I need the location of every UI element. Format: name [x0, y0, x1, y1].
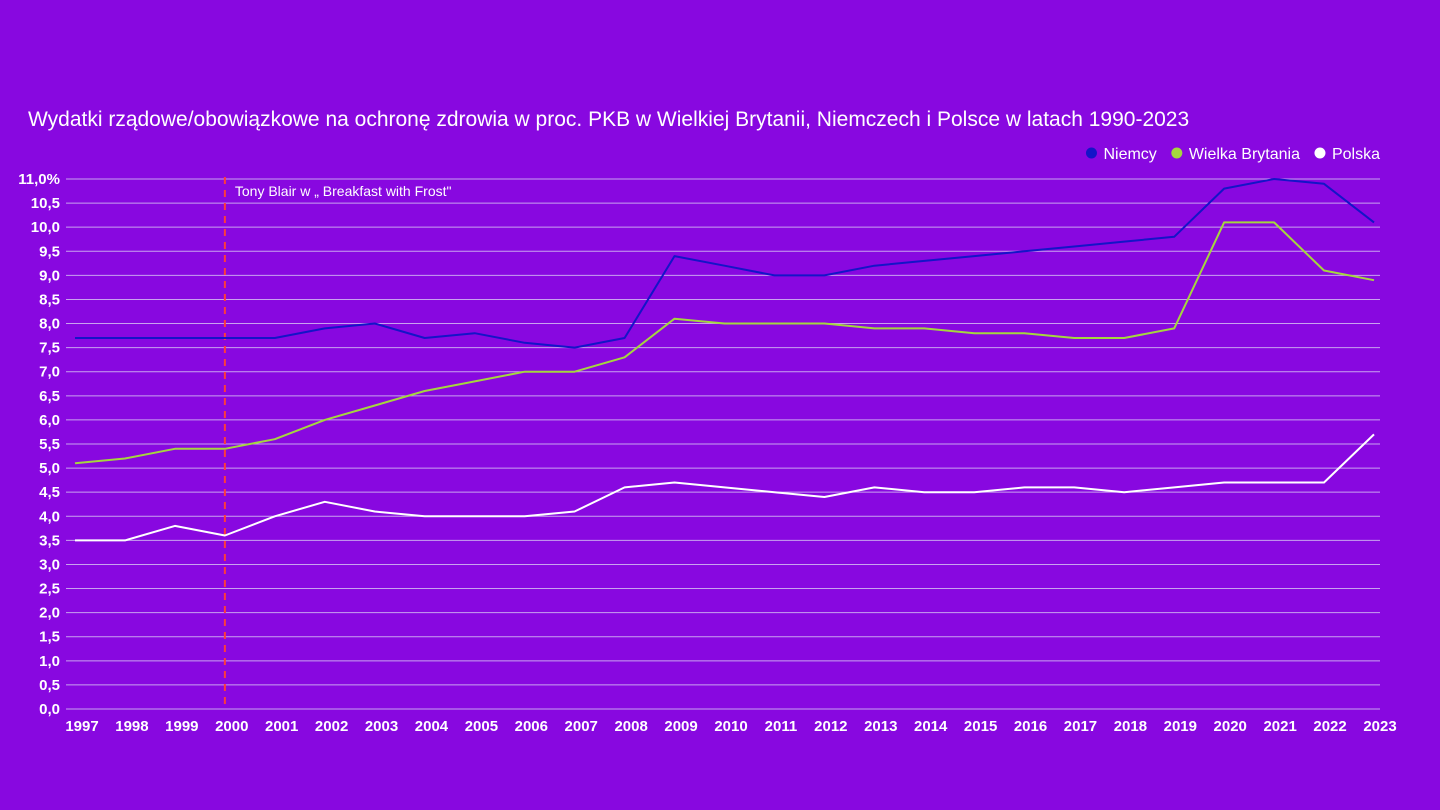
x-tick-label: 2014: [914, 718, 948, 735]
x-tick-label: 1998: [115, 718, 148, 735]
x-tick-label: 1997: [65, 718, 98, 735]
x-tick-label: 2001: [265, 718, 298, 735]
legend-marker: [1171, 147, 1183, 159]
y-tick-label: 7,0: [39, 364, 60, 381]
gridlines: [66, 178, 1380, 710]
x-tick-label: 2021: [1263, 718, 1296, 735]
y-tick-label: 9,0: [39, 267, 60, 284]
y-tick-label: 4,5: [39, 484, 60, 501]
y-tick-label: 9,5: [39, 243, 60, 260]
x-tick-label: 2009: [664, 718, 697, 735]
y-tick-label: 6,0: [39, 412, 60, 429]
x-tick-label: 2005: [465, 718, 498, 735]
series-lines: [74, 178, 1375, 542]
annotation-label: Tony Blair w „ Breakfast with Frost": [235, 183, 452, 199]
legend-marker: [1085, 147, 1097, 159]
x-tick-label: 2003: [365, 718, 398, 735]
legend-marker: [1314, 147, 1326, 159]
x-axis-ticks: 1997 1998 1999 2000 2001 2002 2003 2004 2005 2006…: [65, 718, 1396, 735]
x-tick-label: 2023: [1363, 718, 1396, 735]
y-tick-label: 2,5: [39, 581, 60, 598]
y-tick-label: 2,0: [39, 605, 60, 622]
x-tick-label: 2020: [1214, 718, 1247, 735]
legend-label: Wielka Brytania: [1189, 146, 1300, 163]
x-tick-label: 2016: [1014, 718, 1047, 735]
y-tick-label: 6,5: [39, 388, 60, 405]
x-tick-label: 2015: [964, 718, 997, 735]
x-tick-label: 2006: [515, 718, 548, 735]
x-tick-label: 2008: [614, 718, 647, 735]
x-tick-label: 2017: [1064, 718, 1097, 735]
legend-label: Niemcy: [1103, 146, 1156, 163]
x-tick-label: 2019: [1164, 718, 1197, 735]
x-tick-label: 2010: [714, 718, 747, 735]
y-tick-label: 3,5: [39, 532, 60, 549]
y-tick-label: 5,0: [39, 460, 60, 477]
legend-label: Polska: [1332, 146, 1380, 163]
series-line-niemcy: [75, 178, 1375, 349]
x-tick-label: 2000: [215, 718, 248, 735]
x-tick-label: 2007: [565, 718, 598, 735]
y-tick-label: 4,0: [39, 508, 60, 525]
x-tick-label: 2022: [1313, 718, 1346, 735]
legend: Polska Wielka Brytania Niemcy: [1085, 146, 1380, 163]
y-tick-label: 10,0: [31, 219, 60, 236]
y-tick-label: 7,5: [39, 340, 60, 357]
x-tick-label: 2004: [415, 718, 449, 735]
x-tick-label: 2002: [315, 718, 348, 735]
y-tick-label: 10,5: [31, 195, 60, 212]
annotation: Tony Blair w „ Breakfast with Frost": [223, 177, 452, 709]
y-tick-label: 5,5: [39, 436, 60, 453]
series-line-polska: [75, 433, 1375, 542]
y-tick-label: 0,5: [39, 677, 60, 694]
x-tick-label: 2013: [864, 718, 897, 735]
y-tick-label: 8,5: [39, 291, 60, 308]
y-tick-label: 0,0: [39, 701, 60, 718]
y-tick-label: 1,0: [39, 653, 60, 670]
x-tick-label: 2018: [1114, 718, 1147, 735]
y-tick-label: 3,0: [39, 556, 60, 573]
x-tick-label: 2012: [814, 718, 847, 735]
y-tick-label: 1,5: [39, 629, 60, 646]
chart-title: Wydatki rządowe/obowiązkowe na ochronę z…: [28, 108, 1189, 131]
y-tick-label: 8,0: [39, 316, 60, 333]
x-tick-label: 1999: [165, 718, 198, 735]
series-line-wielka-brytania: [74, 221, 1375, 465]
y-axis-ticks: 0,0 0,5 1,0 1,5 2,0 2,5 3,0 3,5 4,0 4,5 5,0 5,5 6,0 6…: [18, 171, 60, 718]
x-tick-label: 2011: [765, 718, 798, 735]
y-tick-label: 11,0%: [18, 171, 60, 188]
